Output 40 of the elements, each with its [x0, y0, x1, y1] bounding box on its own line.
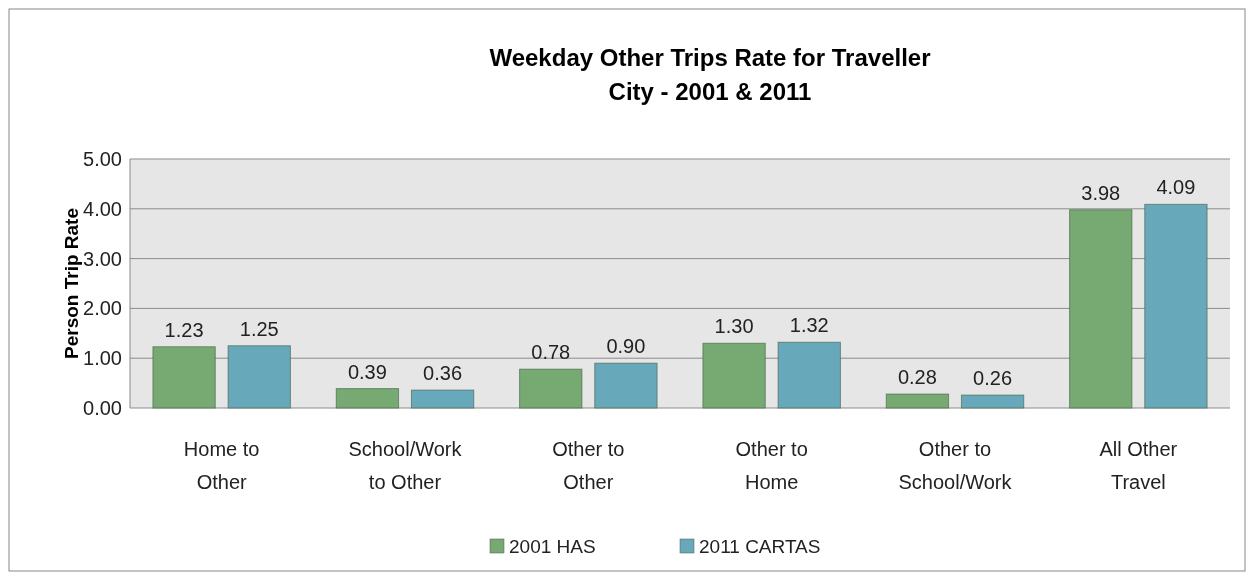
- y-tick-label: 2.00: [83, 297, 122, 320]
- data-label: 1.25: [239, 317, 279, 340]
- data-label: 1.23: [164, 318, 204, 341]
- bar: [1144, 203, 1208, 409]
- bar: [227, 345, 291, 409]
- y-tick-label: 1.00: [83, 347, 122, 370]
- data-label: 0.78: [531, 341, 571, 364]
- data-label: 0.90: [606, 335, 646, 358]
- bar: [960, 394, 1025, 409]
- chart-title: Weekday Other Trips Rate for Traveller City - 2001 & 2011: [489, 44, 931, 105]
- data-label: 4.09: [1156, 176, 1196, 199]
- x-tick-label: Other to Home: [735, 438, 808, 493]
- legend-label: 2001 HAS: [509, 536, 596, 557]
- x-tick-label: Other to Other: [552, 438, 625, 493]
- y-tick-label: 4.00: [83, 197, 122, 220]
- data-label: 0.26: [973, 367, 1013, 390]
- data-label: 0.28: [897, 366, 937, 389]
- y-tick-label: 5.00: [83, 148, 122, 170]
- data-label: 0.39: [347, 360, 387, 383]
- bar: [594, 362, 658, 409]
- data-label: 0.36: [423, 362, 463, 385]
- x-tick-label: Other to School/Work: [898, 438, 1013, 493]
- bar: [1069, 209, 1133, 409]
- y-tick-label: 3.00: [83, 247, 122, 270]
- data-label: 1.32: [789, 314, 829, 337]
- x-tick-label: All Other Travel: [1099, 438, 1178, 493]
- bar: [777, 341, 841, 409]
- x-tick-label: Home to Other: [183, 438, 260, 493]
- x-tick-label: School/Work to Other: [348, 438, 463, 493]
- bar: [702, 342, 766, 409]
- y-tick-label: 0.00: [83, 397, 122, 419]
- data-label: 1.30: [714, 315, 754, 338]
- y-axis-title: Person Trip Rate: [61, 208, 82, 359]
- bar: [335, 388, 400, 409]
- bar: [885, 393, 950, 409]
- legend-label: 2011 CARTAS: [699, 536, 821, 557]
- bar: [410, 389, 475, 409]
- bar: [519, 368, 583, 409]
- data-label: 3.98: [1081, 181, 1121, 204]
- bar: [152, 346, 216, 409]
